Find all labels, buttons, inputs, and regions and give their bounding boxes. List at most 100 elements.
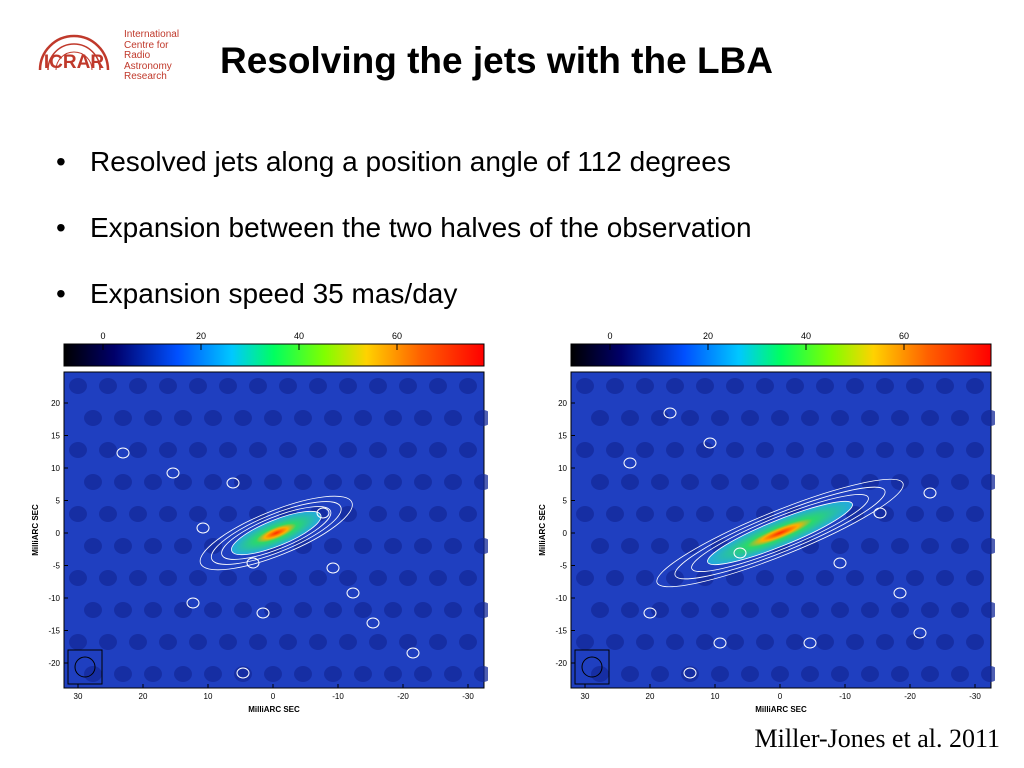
noise-blob bbox=[906, 506, 924, 522]
noise-blob bbox=[234, 602, 252, 618]
contour bbox=[231, 510, 322, 556]
y-tick-label: -5 bbox=[560, 562, 568, 571]
noise-contour bbox=[913, 627, 927, 639]
noise-blob bbox=[99, 378, 117, 394]
colorbar-tick-label: 0 bbox=[100, 331, 105, 341]
icrar-logo-mark: ICRAR bbox=[38, 34, 110, 73]
noise-blob bbox=[264, 474, 282, 490]
noise-blob bbox=[69, 506, 87, 522]
noise-blob bbox=[576, 634, 594, 650]
noise-blob bbox=[861, 666, 879, 682]
noise-contour bbox=[663, 407, 677, 419]
x-tick-label: 0 bbox=[271, 692, 276, 701]
noise-blob bbox=[831, 410, 849, 426]
noise-blob bbox=[159, 570, 177, 586]
noise-blob bbox=[666, 378, 684, 394]
noise-blob bbox=[576, 442, 594, 458]
noise-contour bbox=[623, 457, 637, 469]
noise-blob bbox=[816, 442, 834, 458]
noise-blob bbox=[84, 602, 102, 618]
noise-blob bbox=[369, 634, 387, 650]
noise-blob bbox=[846, 634, 864, 650]
noise-blob bbox=[204, 538, 222, 554]
noise-blob bbox=[831, 474, 849, 490]
noise-blob bbox=[399, 634, 417, 650]
y-tick-label: 20 bbox=[558, 399, 567, 408]
noise-blob bbox=[726, 442, 744, 458]
noise-blob bbox=[966, 570, 984, 586]
noise-blob bbox=[204, 666, 222, 682]
noise-blob bbox=[219, 570, 237, 586]
noise-blob bbox=[189, 378, 207, 394]
noise-blob bbox=[906, 442, 924, 458]
noise-blob bbox=[636, 442, 654, 458]
noise-contour bbox=[246, 557, 260, 569]
noise-blob bbox=[621, 538, 639, 554]
noise-blob bbox=[129, 506, 147, 522]
noise-blob bbox=[264, 410, 282, 426]
noise-blob bbox=[339, 378, 357, 394]
noise-blob bbox=[324, 410, 342, 426]
noise-blob bbox=[591, 666, 609, 682]
noise-contour bbox=[196, 522, 210, 534]
noise-blob bbox=[966, 378, 984, 394]
citation: Miller-Jones et al. 2011 bbox=[754, 724, 1000, 753]
noise-blob bbox=[114, 410, 132, 426]
noise-blob bbox=[249, 570, 267, 586]
noise-blob bbox=[144, 666, 162, 682]
colorbar-tick-label: 20 bbox=[196, 331, 206, 341]
noise-blob bbox=[876, 442, 894, 458]
x-tick-label: 30 bbox=[581, 692, 590, 701]
noise-blob bbox=[69, 570, 87, 586]
noise-blob bbox=[459, 634, 477, 650]
noise-blob bbox=[354, 474, 372, 490]
noise-blob bbox=[399, 378, 417, 394]
noise-blob bbox=[114, 474, 132, 490]
noise-blob bbox=[801, 410, 819, 426]
noise-blob bbox=[831, 602, 849, 618]
noise-blob bbox=[369, 570, 387, 586]
noise-blob bbox=[279, 378, 297, 394]
noise-contour bbox=[226, 477, 240, 489]
noise-blob bbox=[444, 410, 462, 426]
noise-blob bbox=[429, 442, 447, 458]
noise-blob bbox=[816, 634, 834, 650]
noise-blob bbox=[606, 570, 624, 586]
noise-contour bbox=[703, 437, 717, 449]
bullet-item: • Resolved jets along a position angle of… bbox=[56, 144, 752, 210]
noise-blob bbox=[474, 474, 488, 490]
noise-blob bbox=[189, 570, 207, 586]
noise-blob bbox=[129, 378, 147, 394]
noise-blob bbox=[129, 442, 147, 458]
noise-blob bbox=[459, 506, 477, 522]
noise-blob bbox=[696, 506, 714, 522]
noise-blob bbox=[651, 666, 669, 682]
noise-blob bbox=[726, 378, 744, 394]
noise-blob bbox=[279, 570, 297, 586]
noise-blob bbox=[414, 666, 432, 682]
noise-blob bbox=[771, 666, 789, 682]
colorbar-tick-label: 20 bbox=[703, 331, 713, 341]
noise-blob bbox=[474, 410, 488, 426]
noise-contour bbox=[923, 487, 937, 499]
noise-blob bbox=[981, 474, 995, 490]
noise-blob bbox=[756, 442, 774, 458]
noise-blob bbox=[264, 666, 282, 682]
noise-blob bbox=[84, 474, 102, 490]
colorbar-tick-label: 60 bbox=[392, 331, 402, 341]
noise-contour bbox=[236, 667, 250, 679]
x-tick-label: 10 bbox=[204, 692, 213, 701]
noise-blob bbox=[906, 570, 924, 586]
noise-blob bbox=[726, 506, 744, 522]
noise-blob bbox=[801, 474, 819, 490]
x-tick-label: 10 bbox=[711, 692, 720, 701]
y-tick-label: 5 bbox=[563, 497, 568, 506]
noise-blob bbox=[591, 474, 609, 490]
noise-blob bbox=[429, 570, 447, 586]
noise-blob bbox=[174, 538, 192, 554]
noise-contour bbox=[256, 607, 270, 619]
noise-blob bbox=[771, 474, 789, 490]
noise-blob bbox=[249, 442, 267, 458]
x-tick-label: -30 bbox=[969, 692, 981, 701]
noise-blob bbox=[681, 538, 699, 554]
